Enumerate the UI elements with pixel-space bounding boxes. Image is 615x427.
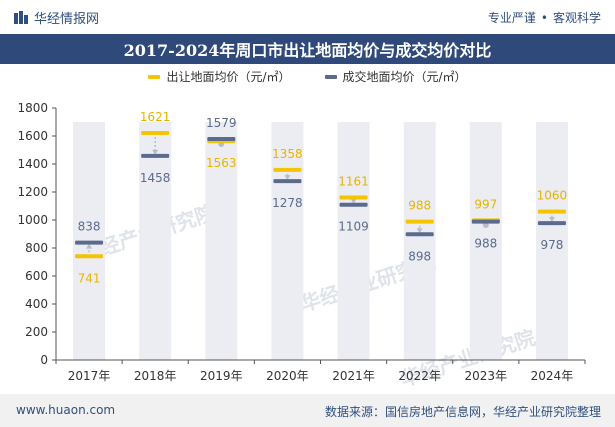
deal-price-label: 838 xyxy=(78,220,101,234)
change-arrow-head xyxy=(548,217,555,223)
category-band xyxy=(205,122,238,360)
slogan-tag-1: 专业严谨 xyxy=(487,11,536,25)
title-bar: 2017-2024年周口市出让地面均价与成交均价对比 xyxy=(0,34,615,64)
legend-swatch-deal xyxy=(324,74,337,79)
change-arrow-head xyxy=(86,243,93,249)
deal-price-label: 1458 xyxy=(140,171,171,185)
category-band xyxy=(139,122,172,360)
slogan-tag-2: 客观科学 xyxy=(552,11,601,25)
y-tick-label: 1000 xyxy=(17,213,48,227)
y-tick-label: 1400 xyxy=(17,157,48,171)
x-tick-label: 2021年 xyxy=(332,369,375,383)
x-tick-label: 2023年 xyxy=(465,369,508,383)
transfer-price-label: 741 xyxy=(78,271,101,285)
deal-price-mark xyxy=(471,219,500,224)
brand-name: 华经情报网 xyxy=(34,12,100,27)
transfer-price-mark xyxy=(273,167,302,172)
footer-url[interactable]: www.huaon.com xyxy=(16,403,116,417)
category-band xyxy=(337,122,370,360)
category-band xyxy=(403,122,436,360)
legend-swatch-transfer xyxy=(148,74,161,79)
change-arrow-head xyxy=(284,175,291,181)
deal-price-label: 1278 xyxy=(272,196,303,210)
deal-price-label: 898 xyxy=(408,249,431,263)
transfer-price-mark xyxy=(537,209,566,214)
transfer-price-mark xyxy=(405,219,434,224)
chart-legend: 出让地面均价（元/㎡） 成交地面均价（元/㎡） xyxy=(0,68,615,85)
transfer-price-label: 1563 xyxy=(206,156,237,170)
chart-area: 华经产业研究院华经产业研究院华经产业研究院0200400600800100012… xyxy=(17,101,586,391)
deal-price-mark xyxy=(75,240,104,245)
deal-price-mark xyxy=(537,221,566,226)
brand[interactable]: 华经情报网 xyxy=(14,8,99,27)
y-tick-label: 0 xyxy=(40,353,48,367)
x-tick-label: 2017年 xyxy=(68,369,111,383)
transfer-price-label: 988 xyxy=(408,199,431,213)
transfer-price-mark xyxy=(75,254,104,259)
legend-item-transfer[interactable]: 出让地面均价（元/㎡） xyxy=(148,68,291,85)
transfer-price-mark xyxy=(141,131,170,136)
change-arrow-head xyxy=(152,149,159,155)
transfer-price-label: 1161 xyxy=(338,174,369,188)
slogan: 专业严谨 • 客观科学 xyxy=(488,9,601,26)
x-tick-label: 2019年 xyxy=(200,369,243,383)
deal-price-mark xyxy=(141,153,170,158)
deal-price-mark xyxy=(405,232,434,237)
transfer-price-label: 1621 xyxy=(140,110,171,124)
deal-price-label: 988 xyxy=(474,237,497,251)
x-tick-label: 2018年 xyxy=(134,369,177,383)
footer-source: 数据来源：国信房地产信息网，华经产业研究院整理 xyxy=(324,405,601,419)
y-tick-label: 400 xyxy=(25,297,48,311)
change-arrow-head xyxy=(416,228,423,234)
deal-price-label: 1109 xyxy=(338,220,369,234)
transfer-price-label: 1358 xyxy=(272,147,303,161)
deal-price-mark xyxy=(339,202,368,207)
y-tick-label: 1200 xyxy=(17,185,48,199)
transfer-price-mark xyxy=(339,195,368,200)
deal-price-mark xyxy=(207,136,236,141)
y-tick-label: 800 xyxy=(25,241,48,255)
deal-price-label: 978 xyxy=(540,238,563,252)
x-tick-label: 2020年 xyxy=(266,369,309,383)
change-arrow-head xyxy=(350,198,357,204)
transfer-price-label: 1060 xyxy=(537,189,568,203)
top-bar: 华经情报网 专业严谨 • 客观科学 xyxy=(0,0,615,34)
y-tick-label: 200 xyxy=(25,325,48,339)
legend-label-transfer: 出让地面均价（元/㎡） xyxy=(166,70,291,84)
category-band xyxy=(535,122,568,360)
x-tick-label: 2022年 xyxy=(398,369,441,383)
chart-title: 2017-2024年周口市出让地面均价与成交均价对比 xyxy=(123,41,492,60)
legend-item-deal[interactable]: 成交地面均价（元/㎡） xyxy=(324,68,467,85)
category-band xyxy=(469,122,502,360)
y-tick-label: 1800 xyxy=(17,101,48,115)
category-band xyxy=(271,122,304,360)
transfer-price-label: 997 xyxy=(474,197,497,211)
deal-price-mark xyxy=(273,179,302,184)
x-tick-label: 2024年 xyxy=(531,369,574,383)
brand-logo-icon xyxy=(14,10,28,24)
legend-label-deal: 成交地面均价（元/㎡） xyxy=(342,70,467,84)
footer: www.huaon.com 数据来源：国信房地产信息网，华经产业研究院整理 xyxy=(0,394,615,427)
y-tick-label: 600 xyxy=(25,269,48,283)
bullet-icon: • xyxy=(540,11,548,25)
y-tick-label: 1600 xyxy=(17,129,48,143)
deal-price-label: 1579 xyxy=(206,116,237,130)
